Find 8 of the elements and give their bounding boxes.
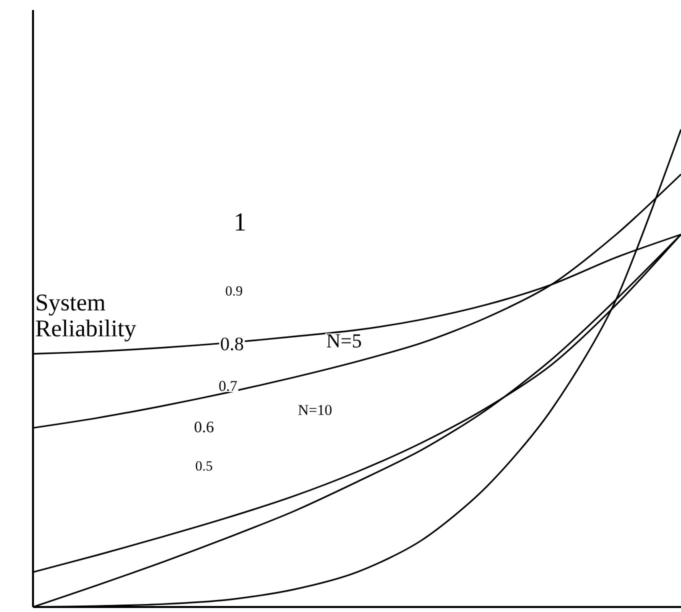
- annotation: N=5: [326, 334, 362, 348]
- annotation: 1: [236, 213, 245, 231]
- annotation: N=10: [298, 404, 332, 416]
- annotation: System Reliability: [36, 294, 136, 342]
- annotation: 0.7: [219, 380, 237, 392]
- annotation: 0.9: [226, 286, 242, 296]
- annotation: 0.6: [194, 422, 214, 432]
- annotation: 0.5: [196, 461, 212, 471]
